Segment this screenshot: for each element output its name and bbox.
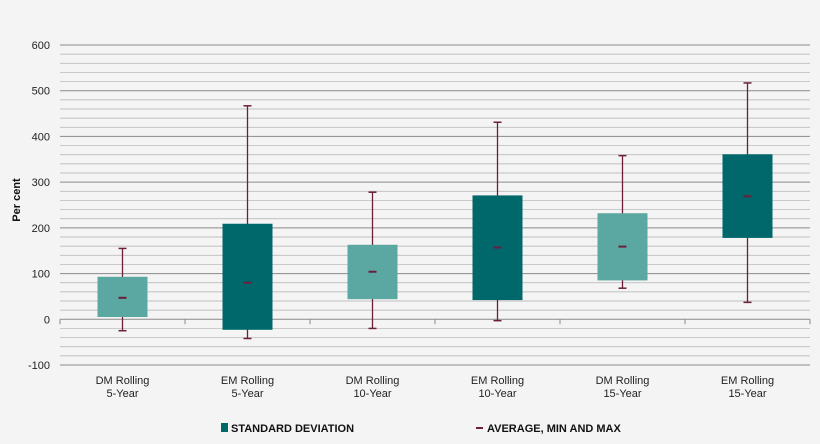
legend-label-average-min-max: AVERAGE, MIN AND MAX [487,423,622,435]
x-category-label-line: 5-Year [106,388,138,400]
y-tick-label: 500 [32,86,50,98]
legend-marker-standard-deviation [221,423,228,432]
x-category-label: EM Rolling 15-Year [721,375,774,400]
y-tick-label: 300 [32,177,50,189]
x-category-label-line: EM Rolling [721,375,774,387]
x-category-label-line: 15-Year [603,388,641,400]
y-tick-label: 400 [32,131,50,143]
x-category-label: DM Rolling 5-Year [96,375,150,400]
x-category-label-line: DM Rolling [346,375,400,387]
x-category-label-line: DM Rolling [596,375,650,387]
x-category-label-line: EM Rolling [221,375,274,387]
x-category-label-line: DM Rolling [96,375,150,387]
y-tick-label: 600 [32,40,50,52]
y-tick-label: 0 [44,314,50,326]
x-category-label-line: 10-Year [353,388,391,400]
y-tick-label: -100 [28,360,50,372]
y-tick-label: 200 [32,223,50,235]
boxes [97,82,773,340]
x-category-label: EM Rolling 10-Year [471,375,524,400]
x-category-label: DM Rolling 15-Year [596,375,650,400]
legend: STANDARD DEVIATION AVERAGE, MIN AND MAX [221,423,622,435]
x-category-label: DM Rolling 10-Year [346,375,400,400]
x-category-label-line: EM Rolling [471,375,524,387]
y-tick-label: 100 [32,269,50,281]
y-axis-title: Per cent [11,178,23,222]
x-category-label-line: 5-Year [231,388,263,400]
x-category-label: EM Rolling 5-Year [221,375,274,400]
legend-label-standard-deviation: STANDARD DEVIATION [231,423,354,435]
grid [59,44,811,366]
x-category-label-line: 15-Year [728,388,766,400]
y-axis-ticks: 600 500 400 300 200 100 0 -100 [28,40,50,372]
x-category-label-line: 10-Year [478,388,516,400]
std-dev-box [222,223,273,330]
